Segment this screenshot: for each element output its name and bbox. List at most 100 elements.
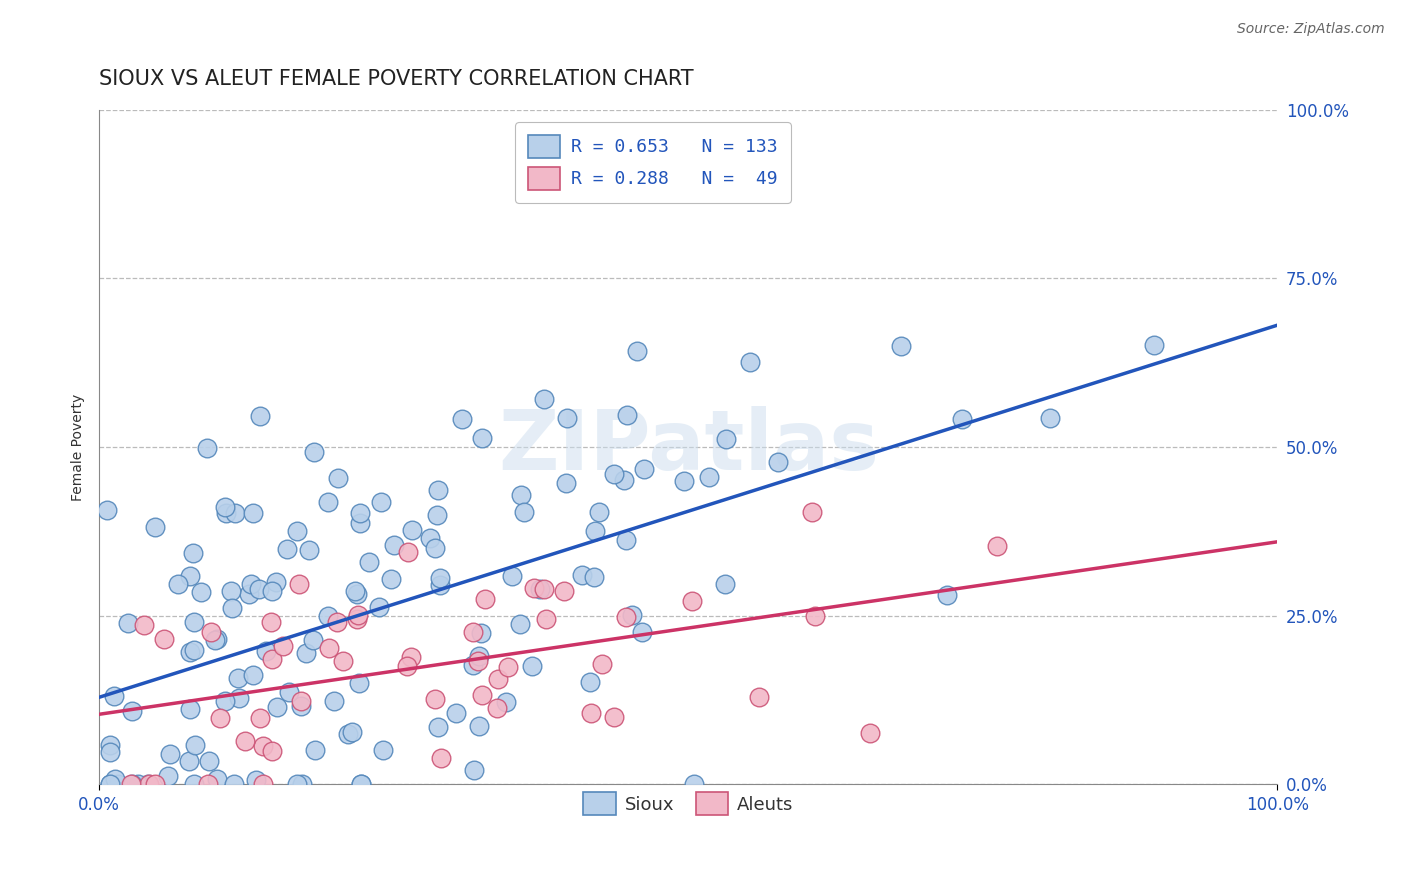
Point bbox=[159, 747, 181, 761]
Point bbox=[986, 539, 1008, 553]
Point bbox=[104, 772, 127, 786]
Point bbox=[249, 711, 271, 725]
Point bbox=[184, 739, 207, 753]
Point bbox=[683, 777, 706, 791]
Point bbox=[252, 739, 274, 753]
Point bbox=[98, 738, 121, 752]
Point bbox=[501, 569, 523, 583]
Point bbox=[326, 615, 349, 629]
Point bbox=[297, 543, 319, 558]
Point bbox=[396, 545, 419, 559]
Point bbox=[427, 720, 450, 734]
Point bbox=[204, 633, 226, 648]
Point bbox=[555, 411, 578, 425]
Point bbox=[262, 744, 284, 758]
Point bbox=[713, 577, 735, 591]
Point bbox=[346, 587, 368, 601]
Point bbox=[419, 532, 441, 546]
Point bbox=[266, 700, 288, 714]
Point bbox=[583, 524, 606, 539]
Point bbox=[332, 654, 354, 668]
Point bbox=[195, 441, 218, 455]
Point bbox=[322, 694, 344, 708]
Point bbox=[254, 644, 277, 658]
Point bbox=[614, 610, 637, 624]
Point bbox=[347, 608, 370, 623]
Point bbox=[859, 726, 882, 740]
Point bbox=[495, 695, 517, 709]
Point bbox=[890, 339, 912, 353]
Point bbox=[291, 777, 314, 791]
Point bbox=[1039, 411, 1062, 425]
Point bbox=[513, 505, 536, 519]
Point bbox=[613, 473, 636, 487]
Point bbox=[529, 582, 551, 597]
Point bbox=[167, 577, 190, 591]
Point bbox=[520, 659, 543, 673]
Point bbox=[287, 577, 309, 591]
Point bbox=[117, 615, 139, 630]
Point bbox=[474, 591, 496, 606]
Point bbox=[209, 711, 232, 725]
Point bbox=[633, 462, 655, 476]
Point bbox=[534, 612, 557, 626]
Point bbox=[226, 671, 249, 685]
Point bbox=[603, 467, 626, 482]
Point bbox=[228, 691, 250, 706]
Point bbox=[295, 646, 318, 660]
Point bbox=[198, 754, 221, 768]
Point bbox=[179, 702, 201, 716]
Point bbox=[533, 392, 555, 407]
Point bbox=[426, 508, 449, 522]
Point bbox=[591, 657, 613, 671]
Point bbox=[328, 471, 350, 485]
Point bbox=[183, 615, 205, 630]
Point bbox=[138, 777, 160, 791]
Point bbox=[748, 690, 770, 705]
Point bbox=[240, 577, 263, 591]
Point bbox=[714, 433, 737, 447]
Y-axis label: Female Poverty: Female Poverty bbox=[72, 393, 86, 500]
Point bbox=[582, 570, 605, 584]
Point bbox=[935, 588, 957, 602]
Point bbox=[285, 524, 308, 538]
Point bbox=[260, 615, 283, 629]
Point bbox=[804, 609, 827, 624]
Point bbox=[553, 584, 575, 599]
Point bbox=[588, 506, 610, 520]
Text: Source: ZipAtlas.com: Source: ZipAtlas.com bbox=[1237, 22, 1385, 37]
Point bbox=[276, 541, 298, 556]
Point bbox=[340, 725, 363, 739]
Point bbox=[738, 354, 761, 368]
Point bbox=[285, 777, 308, 791]
Point bbox=[271, 639, 294, 653]
Point bbox=[554, 476, 576, 491]
Point bbox=[697, 470, 720, 484]
Point bbox=[533, 582, 555, 596]
Point bbox=[950, 411, 973, 425]
Point bbox=[382, 538, 405, 552]
Point bbox=[1143, 337, 1166, 351]
Point bbox=[349, 506, 371, 520]
Point bbox=[461, 624, 484, 639]
Point bbox=[96, 503, 118, 517]
Point bbox=[380, 573, 402, 587]
Point bbox=[107, 777, 129, 791]
Point bbox=[672, 474, 695, 488]
Point bbox=[260, 584, 283, 599]
Point bbox=[346, 612, 368, 626]
Point bbox=[396, 658, 419, 673]
Point bbox=[430, 751, 453, 765]
Point bbox=[444, 706, 467, 720]
Point bbox=[153, 632, 176, 646]
Point bbox=[290, 699, 312, 714]
Point bbox=[179, 645, 201, 659]
Point bbox=[100, 777, 122, 791]
Point bbox=[510, 488, 533, 502]
Point bbox=[579, 674, 602, 689]
Point bbox=[247, 582, 270, 596]
Point bbox=[496, 660, 519, 674]
Point bbox=[367, 599, 389, 614]
Point bbox=[373, 743, 395, 757]
Point bbox=[523, 582, 546, 596]
